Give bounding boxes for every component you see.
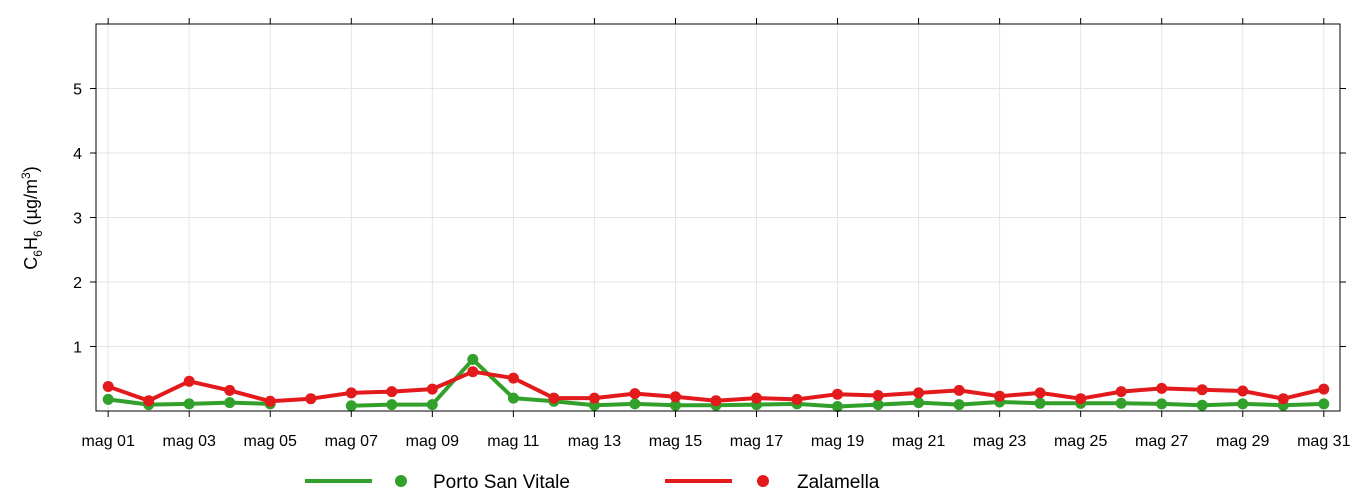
data-point-porto-san-vitale [386,399,398,411]
x-tick-label: mag 03 [163,433,216,450]
legend-item-porto-san-vitale: Porto San Vitale [305,472,570,492]
data-point-porto-san-vitale [913,397,925,409]
legend-item-zalamella: Zalamella [665,472,880,492]
x-tick-label: mag 11 [487,433,539,450]
data-point-zalamella [670,391,681,403]
data-point-zalamella [345,387,357,399]
data-point-zalamella [710,395,722,407]
data-point-zalamella [548,392,560,404]
data-point-zalamella [1115,386,1127,398]
data-point-porto-san-vitale [102,393,114,405]
data-point-porto-san-vitale [467,353,479,365]
data-point-zalamella [994,390,1006,402]
series-layer [102,353,1330,412]
data-point-zalamella [872,390,884,401]
data-point-zalamella [832,388,843,400]
y-tick-label: 5 [73,82,82,99]
y-axis-label: C6H6 (µg/m3) [19,166,45,269]
data-point-porto-san-vitale [1196,399,1208,411]
grid [96,24,1340,411]
x-tick-label: mag 21 [892,433,945,450]
legend-label-porto-san-vitale: Porto San Vitale [433,472,570,492]
data-point-porto-san-vitale [1034,397,1046,409]
data-point-zalamella [1034,387,1046,399]
data-point-porto-san-vitale [953,399,965,411]
data-point-zalamella [386,386,398,398]
legend-label-zalamella: Zalamella [797,472,880,492]
data-point-zalamella [588,392,600,404]
legend-marker-porto-san-vitale [395,475,407,487]
data-point-zalamella [1196,384,1208,396]
x-tick-label: mag 07 [325,433,378,450]
data-point-porto-san-vitale [872,399,884,411]
legend: Porto San Vitale Zalamella [305,472,880,492]
data-point-porto-san-vitale [345,400,357,412]
data-point-zalamella [467,366,479,378]
data-point-porto-san-vitale [832,401,843,412]
y-tick-label: 3 [73,211,82,228]
data-point-zalamella [1156,382,1168,394]
data-point-zalamella [264,395,276,407]
data-point-porto-san-vitale [183,398,195,410]
data-point-zalamella [305,393,317,405]
x-tick-label: mag 15 [649,433,702,450]
x-tick-label: mag 19 [811,433,864,450]
x-tick-label: mag 13 [568,433,621,450]
data-point-zalamella [1237,385,1249,397]
data-point-porto-san-vitale [1115,397,1127,409]
data-point-porto-san-vitale [1237,398,1249,410]
x-tick-label: mag 23 [973,433,1026,450]
data-point-zalamella [913,387,925,399]
data-point-zalamella [1075,393,1087,405]
data-point-zalamella [791,393,803,405]
x-tick-label: mag 17 [730,433,783,450]
data-point-porto-san-vitale [1156,398,1168,410]
data-point-porto-san-vitale [507,392,519,404]
data-point-porto-san-vitale [426,399,438,411]
legend-marker-zalamella [757,475,769,487]
data-point-zalamella [102,381,114,392]
data-point-zalamella [426,383,438,395]
data-point-porto-san-vitale [670,399,681,411]
data-point-zalamella [224,384,236,396]
data-point-zalamella [1277,393,1289,405]
x-tick-label: mag 27 [1135,433,1188,450]
x-tick-label: mag 05 [244,433,297,450]
x-tick-label: mag 09 [406,433,459,450]
data-point-zalamella [183,375,195,387]
x-tick-label: mag 29 [1216,433,1269,450]
data-point-zalamella [751,392,762,404]
data-point-porto-san-vitale [224,397,236,409]
data-point-porto-san-vitale [629,398,641,410]
data-point-zalamella [143,395,155,407]
data-point-zalamella [507,372,519,384]
data-point-zalamella [953,384,965,396]
data-point-zalamella [629,388,641,400]
y-tick-label: 2 [73,275,82,292]
y-tick-label: 4 [73,146,82,163]
data-point-zalamella [1318,383,1330,395]
series-zalamella [102,366,1330,407]
x-tick-label: mag 31 [1297,433,1350,450]
x-tick-label: mag 25 [1054,433,1107,450]
y-tick-label: 1 [73,340,82,357]
data-point-porto-san-vitale [1318,398,1330,410]
x-tick-label: mag 01 [81,433,134,450]
axes: 1 2 3 4 5 mag 01 mag 03 mag 05 mag 07 mag 09 mag 1… [73,18,1351,450]
